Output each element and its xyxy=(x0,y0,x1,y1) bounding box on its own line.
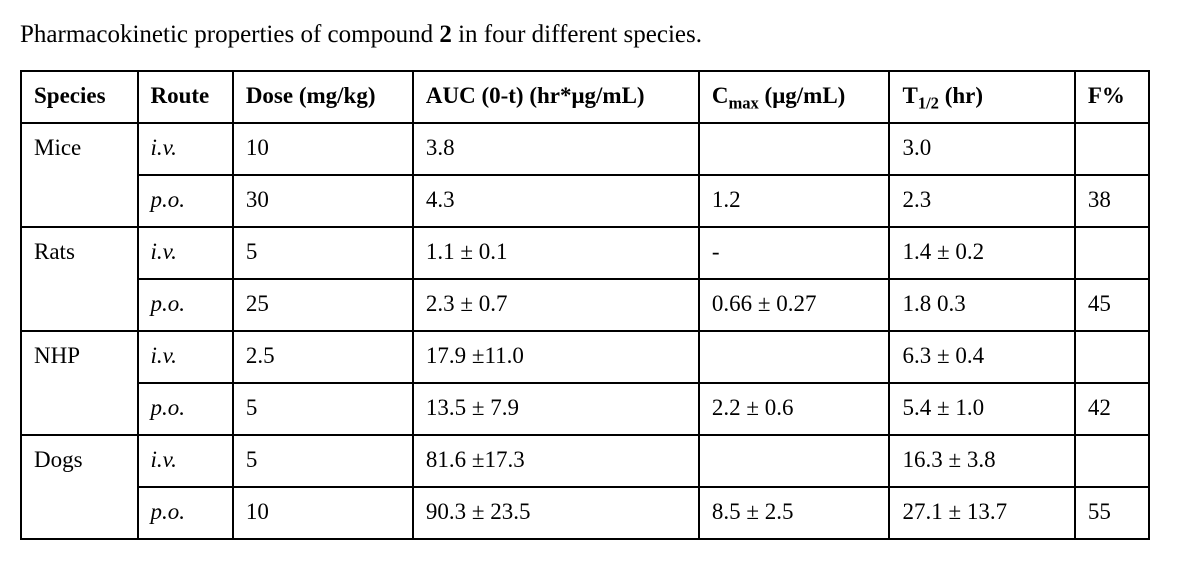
col-thalf: T1/2 (hr) xyxy=(889,71,1074,123)
col-species: Species xyxy=(21,71,138,123)
cell-f: 38 xyxy=(1075,175,1149,227)
cell-cmax xyxy=(699,123,890,175)
cell-dose: 10 xyxy=(233,123,413,175)
cell-species: Rats xyxy=(21,227,138,279)
col-cmax-sub: max xyxy=(728,94,758,113)
cell-species xyxy=(21,383,138,435)
cell-auc: 17.9 ±11.0 xyxy=(413,331,699,383)
cell-f xyxy=(1075,123,1149,175)
col-thalf-sub: 1/2 xyxy=(918,94,939,113)
cell-cmax: 8.5 ± 2.5 xyxy=(699,487,890,539)
cell-auc: 4.3 xyxy=(413,175,699,227)
cell-cmax: - xyxy=(699,227,890,279)
cell-species xyxy=(21,175,138,227)
col-f: F% xyxy=(1075,71,1149,123)
page: Pharmacokinetic properties of compound 2… xyxy=(0,0,1183,560)
cell-f: 55 xyxy=(1075,487,1149,539)
col-cmax-mu: μ xyxy=(772,83,785,108)
cell-cmax: 1.2 xyxy=(699,175,890,227)
col-route: Route xyxy=(138,71,233,123)
cell-f xyxy=(1075,227,1149,279)
cell-f xyxy=(1075,331,1149,383)
col-thalf-t: T xyxy=(902,83,917,108)
col-cmax: Cmax (μg/mL) xyxy=(699,71,890,123)
cell-dose: 5 xyxy=(233,227,413,279)
cell-thalf: 6.3 ± 0.4 xyxy=(889,331,1074,383)
cell-cmax: 0.66 ± 0.27 xyxy=(699,279,890,331)
cell-auc: 13.5 ± 7.9 xyxy=(413,383,699,435)
cell-route: i.v. xyxy=(138,435,233,487)
cell-route: i.v. xyxy=(138,227,233,279)
cell-species: NHP xyxy=(21,331,138,383)
cell-cmax xyxy=(699,435,890,487)
cell-dose: 2.5 xyxy=(233,331,413,383)
table-row: p.o. 10 90.3 ± 23.5 8.5 ± 2.5 27.1 ± 13.… xyxy=(21,487,1149,539)
cell-route: p.o. xyxy=(138,175,233,227)
cell-thalf: 16.3 ± 3.8 xyxy=(889,435,1074,487)
col-cmax-open: ( xyxy=(759,83,772,108)
title-compound-number: 2 xyxy=(439,21,452,48)
cell-dose: 5 xyxy=(233,435,413,487)
cell-dose: 5 xyxy=(233,383,413,435)
table-row: Dogs i.v. 5 81.6 ±17.3 16.3 ± 3.8 xyxy=(21,435,1149,487)
page-title: Pharmacokinetic properties of compound 2… xyxy=(20,18,1163,52)
cell-dose: 30 xyxy=(233,175,413,227)
cell-species xyxy=(21,487,138,539)
cell-route: p.o. xyxy=(138,279,233,331)
col-cmax-rest: g/mL) xyxy=(785,83,845,108)
cell-thalf: 3.0 xyxy=(889,123,1074,175)
cell-f: 45 xyxy=(1075,279,1149,331)
cell-auc: 2.3 ± 0.7 xyxy=(413,279,699,331)
col-auc-suffix: g/mL) xyxy=(585,83,645,108)
table-row: p.o. 30 4.3 1.2 2.3 38 xyxy=(21,175,1149,227)
cell-f: 42 xyxy=(1075,383,1149,435)
cell-thalf: 27.1 ± 13.7 xyxy=(889,487,1074,539)
table-row: Mice i.v. 10 3.8 3.0 xyxy=(21,123,1149,175)
cell-auc: 1.1 ± 0.1 xyxy=(413,227,699,279)
cell-species: Dogs xyxy=(21,435,138,487)
cell-thalf: 1.8 0.3 xyxy=(889,279,1074,331)
cell-route: p.o. xyxy=(138,487,233,539)
col-auc: AUC (0-t) (hr*μg/mL) xyxy=(413,71,699,123)
title-prefix: Pharmacokinetic properties of compound xyxy=(20,21,439,48)
cell-dose: 25 xyxy=(233,279,413,331)
cell-cmax xyxy=(699,331,890,383)
table-row: p.o. 25 2.3 ± 0.7 0.66 ± 0.27 1.8 0.3 45 xyxy=(21,279,1149,331)
cell-f xyxy=(1075,435,1149,487)
col-cmax-c: C xyxy=(712,83,729,108)
table-header-row: Species Route Dose (mg/kg) AUC (0-t) (hr… xyxy=(21,71,1149,123)
cell-thalf: 5.4 ± 1.0 xyxy=(889,383,1074,435)
col-thalf-rest: (hr) xyxy=(939,83,983,108)
cell-auc: 3.8 xyxy=(413,123,699,175)
col-auc-prefix: AUC (0-t) (hr* xyxy=(426,83,572,108)
cell-cmax: 2.2 ± 0.6 xyxy=(699,383,890,435)
table-row: NHP i.v. 2.5 17.9 ±11.0 6.3 ± 0.4 xyxy=(21,331,1149,383)
col-dose: Dose (mg/kg) xyxy=(233,71,413,123)
col-auc-mu: μ xyxy=(572,83,585,108)
cell-species: Mice xyxy=(21,123,138,175)
cell-auc: 90.3 ± 23.5 xyxy=(413,487,699,539)
cell-species xyxy=(21,279,138,331)
cell-thalf: 2.3 xyxy=(889,175,1074,227)
cell-route: i.v. xyxy=(138,331,233,383)
cell-route: i.v. xyxy=(138,123,233,175)
title-suffix: in four different species. xyxy=(452,21,702,48)
cell-auc: 81.6 ±17.3 xyxy=(413,435,699,487)
cell-thalf: 1.4 ± 0.2 xyxy=(889,227,1074,279)
cell-dose: 10 xyxy=(233,487,413,539)
table-row: p.o. 5 13.5 ± 7.9 2.2 ± 0.6 5.4 ± 1.0 42 xyxy=(21,383,1149,435)
table-row: Rats i.v. 5 1.1 ± 0.1 - 1.4 ± 0.2 xyxy=(21,227,1149,279)
pk-table: Species Route Dose (mg/kg) AUC (0-t) (hr… xyxy=(20,70,1150,540)
cell-route: p.o. xyxy=(138,383,233,435)
